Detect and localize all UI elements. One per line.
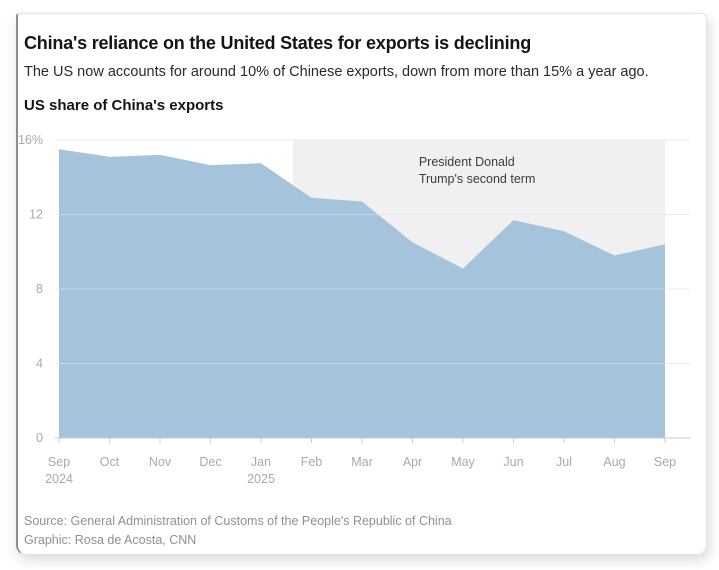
x-axis-label: Jan: [251, 455, 271, 469]
x-axis-label: Sep: [654, 455, 676, 469]
source-line: Source: General Administration of Custom…: [24, 514, 452, 528]
x-axis-label: Nov: [149, 455, 172, 469]
x-axis-label: Oct: [100, 455, 120, 469]
x-axis-label: 2024: [45, 472, 73, 486]
chart-footer: Source: General Administration of Custom…: [24, 512, 694, 550]
x-axis-label: Dec: [199, 455, 221, 469]
chart-title: US share of China's exports: [24, 97, 224, 114]
x-axis-label: Apr: [403, 455, 422, 469]
us-share-area-chart-svg: 0 4 8 12 16% Sep 2024 Oct Nov Dec Jan 2025 Feb Mar Apr…: [18, 133, 690, 486]
us-share-area: [59, 149, 665, 439]
x-axis-label: May: [451, 455, 475, 469]
trump-term-annotation: Trump's second term: [419, 172, 536, 186]
subheadline: The US now accounts for around 10% of Ch…: [24, 64, 649, 80]
x-axis-label: Jun: [503, 455, 523, 469]
x-axis-label: Jul: [556, 455, 572, 469]
x-axis-label: Aug: [603, 455, 625, 469]
x-axis-label: 2025: [247, 472, 275, 486]
x-axis-label: Sep: [48, 455, 70, 469]
y-axis-label: 8: [36, 282, 43, 296]
chart-card: China's reliance on the United States fo…: [16, 13, 707, 555]
chart-card-inner: China's reliance on the United States fo…: [18, 14, 706, 554]
x-axis-label: Feb: [301, 455, 323, 469]
trump-term-annotation: President Donald: [419, 155, 515, 169]
y-axis-label: 12: [29, 208, 43, 222]
y-axis-label: 16%: [18, 133, 43, 147]
y-axis-label: 0: [36, 431, 43, 445]
area-chart: 0 4 8 12 16% Sep 2024 Oct Nov Dec Jan 2025 Feb Mar Apr…: [18, 125, 707, 500]
credit-line: Graphic: Rosa de Acosta, CNN: [24, 533, 197, 547]
y-axis-label: 4: [36, 357, 43, 371]
x-axis-label: Mar: [351, 455, 373, 469]
headline: China's reliance on the United States fo…: [24, 33, 531, 53]
